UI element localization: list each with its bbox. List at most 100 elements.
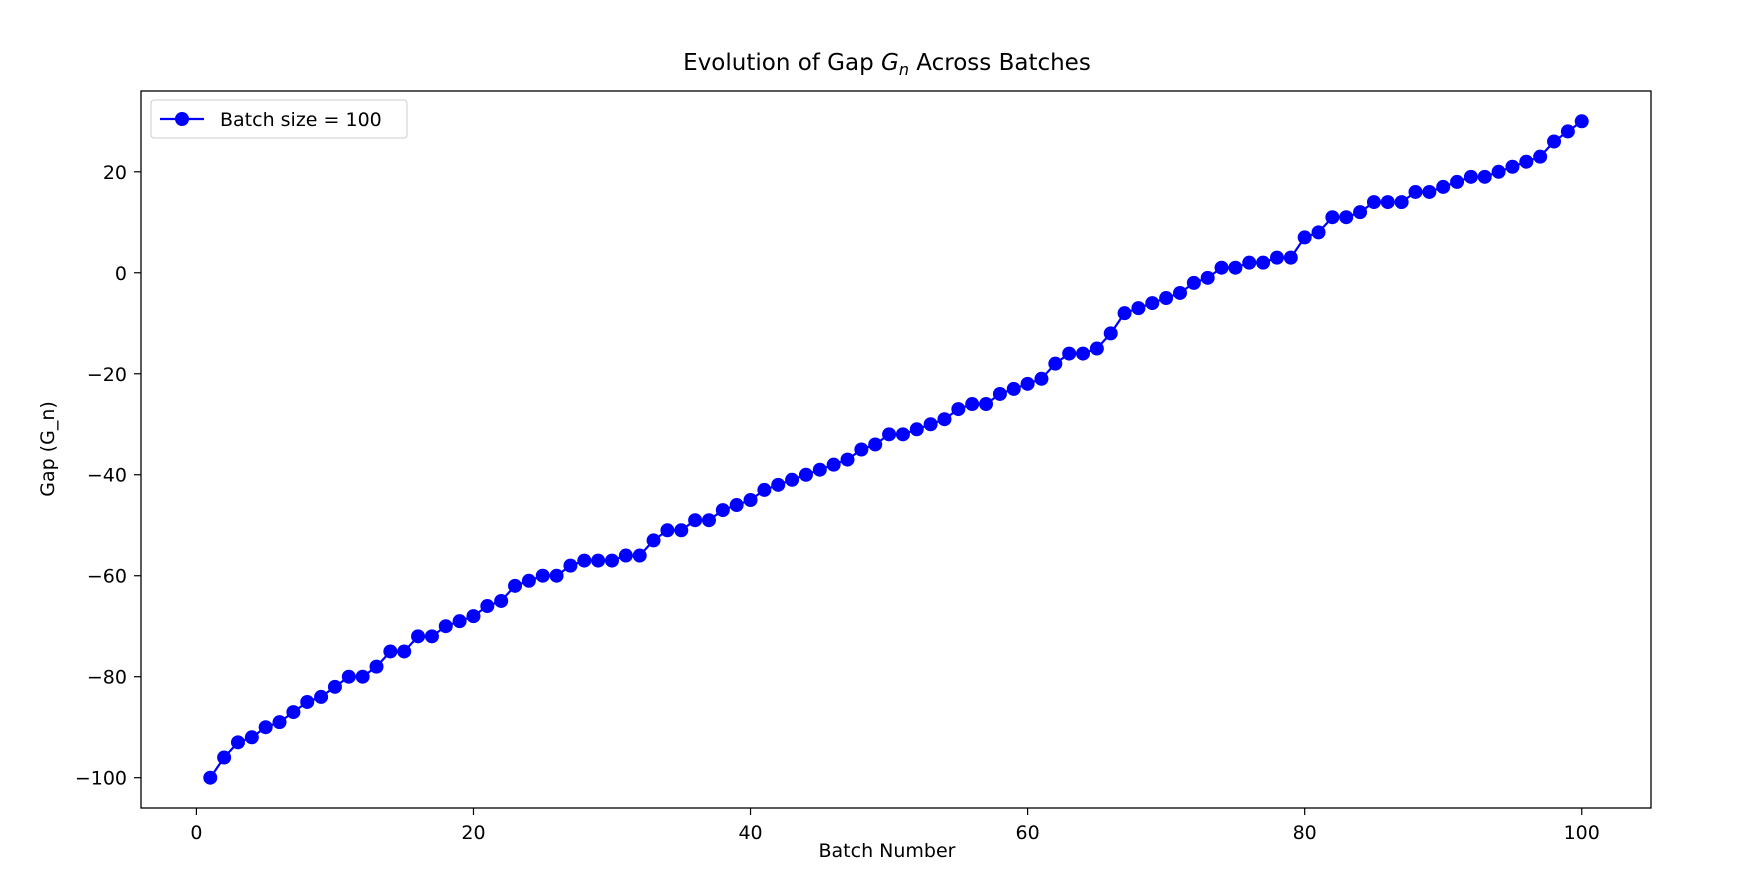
data-point [909, 422, 924, 437]
data-point [715, 503, 730, 518]
data-point [591, 553, 606, 568]
x-tick-label: 0 [190, 822, 202, 844]
data-point [1089, 341, 1104, 356]
data-point [882, 427, 897, 442]
data-point [1436, 179, 1451, 194]
data-point [951, 402, 966, 417]
data-point [1366, 195, 1381, 210]
data-point [230, 735, 245, 750]
data-point [494, 593, 509, 608]
data-point [1297, 230, 1312, 245]
y-tick-label: −100 [75, 768, 127, 790]
data-point [286, 705, 301, 720]
series-layer [203, 114, 1589, 785]
x-tick-label: 100 [1564, 822, 1600, 844]
data-point [244, 730, 259, 745]
data-point [1283, 250, 1298, 265]
data-point [812, 462, 827, 477]
y-tick-label: 20 [103, 162, 127, 184]
data-point [1477, 169, 1492, 184]
data-point [355, 669, 370, 684]
data-point [854, 442, 869, 457]
data-point [605, 553, 620, 568]
data-point [258, 720, 273, 735]
data-point [1311, 225, 1326, 240]
data-point [688, 513, 703, 528]
data-point [660, 523, 675, 538]
data-point [508, 578, 523, 593]
y-tick-label: −20 [87, 364, 127, 386]
data-point [840, 452, 855, 467]
data-point [1450, 174, 1465, 189]
data-point [1062, 346, 1077, 361]
data-point [217, 750, 232, 765]
data-point [646, 533, 661, 548]
data-point [1159, 291, 1174, 306]
data-point [1547, 134, 1562, 149]
data-point [771, 477, 786, 492]
y-tick-label: −40 [87, 465, 127, 487]
data-point [1463, 169, 1478, 184]
data-point [1560, 124, 1575, 139]
data-point [1214, 260, 1229, 275]
data-point [1325, 210, 1340, 225]
data-point [1048, 356, 1063, 371]
data-point [729, 498, 744, 513]
data-point [1200, 270, 1215, 285]
x-tick-label: 60 [1016, 822, 1040, 844]
data-point [563, 558, 578, 573]
x-tick-label: 40 [738, 822, 762, 844]
data-point [1394, 195, 1409, 210]
data-point [521, 573, 536, 588]
data-point [341, 669, 356, 684]
data-point [383, 644, 398, 659]
series-line [209, 120, 1583, 779]
data-point [826, 457, 841, 472]
data-point [397, 644, 412, 659]
data-point [743, 492, 758, 507]
plot-frame [140, 90, 1652, 809]
data-point [1034, 371, 1049, 386]
legend-marker-swatch [175, 112, 189, 126]
data-point [923, 417, 938, 432]
y-tick-label: −80 [87, 667, 127, 689]
data-point [1408, 184, 1423, 199]
data-point [937, 412, 952, 427]
legend-frame [150, 99, 408, 139]
data-point [549, 568, 564, 583]
data-point [1533, 149, 1548, 164]
data-point [1076, 346, 1091, 361]
data-point [1103, 326, 1118, 341]
plot-area [140, 90, 1652, 809]
data-point [785, 472, 800, 487]
data-point [1505, 159, 1520, 174]
data-point [965, 397, 980, 412]
data-point [868, 437, 883, 452]
data-point [798, 467, 813, 482]
y-tick-label: 0 [115, 263, 127, 285]
data-point [632, 548, 647, 563]
chart-title: Evolution of Gap Gn Across Batches [683, 50, 1091, 79]
data-point [535, 568, 550, 583]
data-point [1491, 164, 1506, 179]
data-point [1269, 250, 1284, 265]
data-point [480, 599, 495, 614]
data-point [1172, 285, 1187, 300]
data-point [1422, 184, 1437, 199]
data-point [1242, 255, 1257, 270]
data-point [1145, 296, 1160, 311]
data-point [411, 629, 426, 644]
data-point [300, 694, 315, 709]
data-point [979, 397, 994, 412]
legend-label: Batch size = 100 [220, 109, 382, 131]
data-point [1020, 376, 1035, 391]
data-point [1353, 205, 1368, 220]
legend: Batch size = 100 [150, 99, 408, 139]
data-point [203, 770, 218, 785]
x-tick-label: 20 [461, 822, 485, 844]
x-axis-label: Batch Number [819, 840, 956, 862]
data-point [424, 629, 439, 644]
x-tick-label: 80 [1293, 822, 1317, 844]
data-point [1131, 301, 1146, 316]
